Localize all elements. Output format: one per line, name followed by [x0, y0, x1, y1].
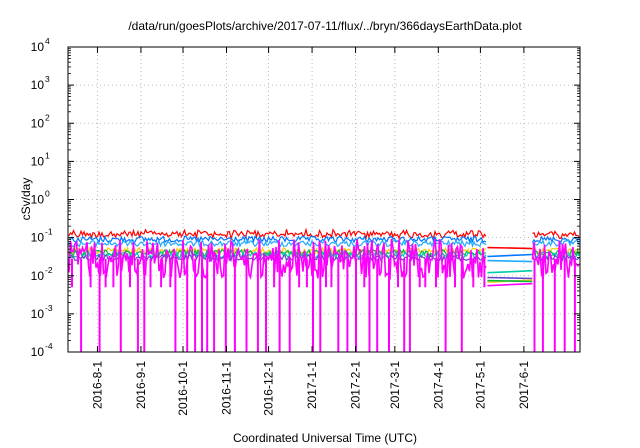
x-tick-label: 2017-2-1	[349, 361, 363, 409]
y-tick-exponent: 2	[45, 112, 50, 122]
y-tick-label: 10	[31, 78, 45, 92]
y-tick-label: 10	[31, 269, 45, 283]
y-tick-exponent: -3	[45, 303, 53, 313]
x-tick-label: 2017-5-1	[473, 361, 487, 409]
series-line	[68, 238, 487, 281]
y-tick-exponent: -2	[45, 265, 53, 275]
series-line	[68, 234, 487, 245]
y-tick-label: 10	[31, 116, 45, 130]
y-tick-label: 10	[31, 40, 45, 54]
x-tick-label: 2016-11-1	[220, 361, 234, 415]
y-tick-exponent: -4	[45, 341, 53, 351]
series-line	[68, 238, 487, 249]
y-tick-exponent: 0	[45, 189, 50, 199]
plot-series	[68, 227, 580, 352]
series-line	[531, 239, 580, 248]
y-tick-label: 10	[31, 231, 45, 245]
series-gap-segment	[487, 259, 533, 263]
x-tick-label: 2017-4-1	[431, 361, 445, 409]
x-tick-label: 2017-3-1	[388, 361, 402, 409]
chart-title: /data/run/goesPlots/archive/2017-07-11/f…	[128, 19, 522, 33]
y-tick-label: 10	[31, 307, 45, 321]
axis-ticks	[68, 46, 580, 353]
series-gap-segment	[487, 253, 533, 258]
series-gap-segment	[487, 282, 533, 287]
series-gap-segment	[487, 279, 533, 283]
series-line	[68, 227, 487, 242]
series-gap-segment	[487, 269, 533, 274]
x-tick-label: 2016-12-1	[262, 361, 276, 416]
series-gap-segment	[487, 276, 533, 280]
y-tick-exponent: 1	[45, 150, 50, 160]
series-gap-segment	[487, 246, 533, 250]
x-tick-label: 2017-6-1	[517, 361, 531, 409]
grid	[68, 46, 580, 353]
y-tick-exponent: 4	[45, 36, 50, 46]
x-axis-label: Coordinated Universal Time (UTC)	[233, 431, 417, 445]
x-tick-label: 2016-10-1	[176, 361, 190, 416]
x-tick-label: 2016-9-1	[134, 361, 148, 409]
y-tick-label: 10	[31, 193, 45, 207]
y-tick-exponent: 3	[45, 74, 50, 84]
x-tick-label: 2017-1-1	[305, 361, 319, 409]
y-tick-label: 10	[31, 154, 45, 168]
y-tick-exponent: -1	[45, 227, 53, 237]
x-tick-label: 2016-8-1	[90, 361, 104, 409]
series-line	[532, 230, 580, 240]
y-tick-label: 10	[31, 345, 45, 359]
y-axis-label: cSv/day	[19, 178, 33, 221]
